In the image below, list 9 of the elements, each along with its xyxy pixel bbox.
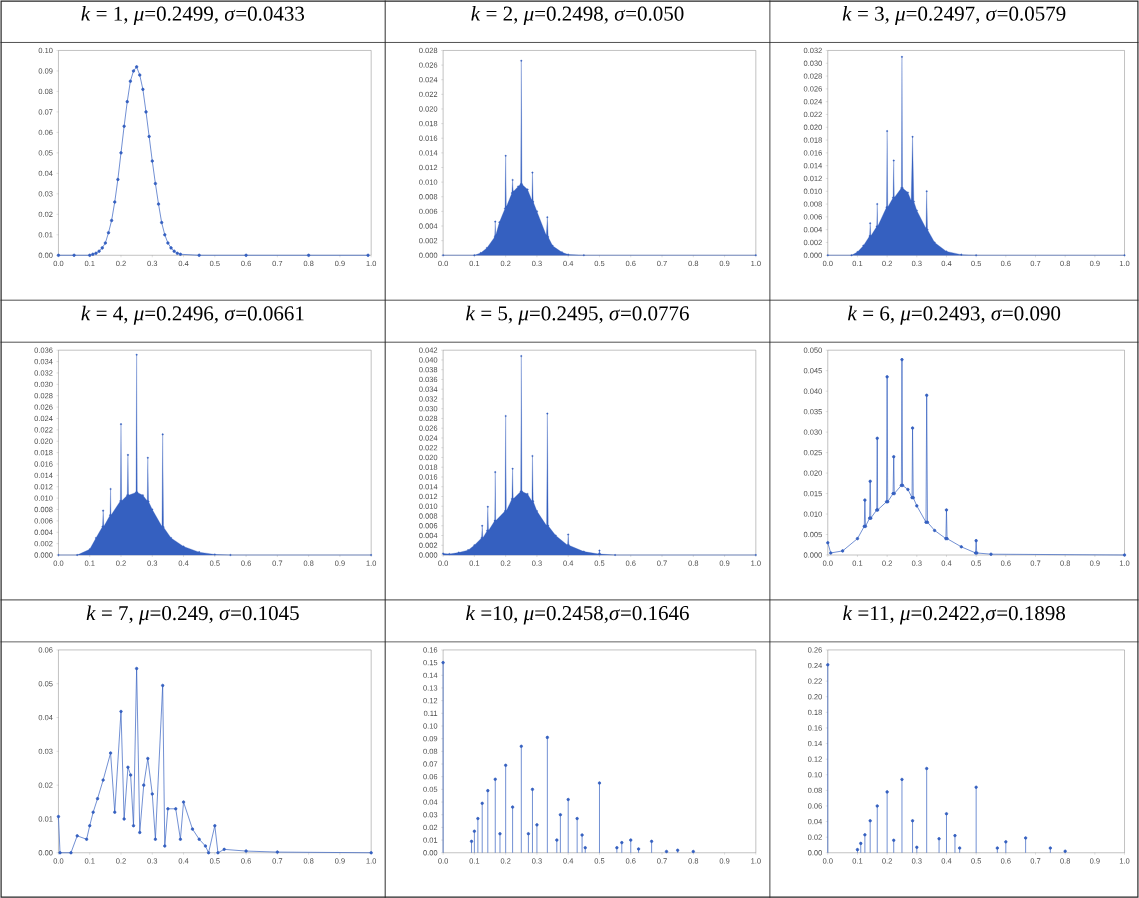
chart-title: k =11, μ=0.2422,σ=0.1898 — [843, 605, 1065, 625]
chart-title: k = 1, μ=0.2499, σ=0.0433 — [81, 5, 305, 25]
chart-title: k = 6, μ=0.2493, σ=0.090 — [848, 305, 1061, 325]
chart-title: k = 5, μ=0.2495, σ=0.0776 — [466, 305, 689, 325]
chart-title: k = 2, μ=0.2498, σ=0.050 — [471, 5, 684, 25]
chart-title: k = 3, μ=0.2497, σ=0.0579 — [842, 5, 1066, 25]
chart-title: k =10, μ=0.2458,σ=0.1646 — [466, 605, 689, 625]
chart-title: k = 4, μ=0.2496, σ=0.0661 — [81, 305, 304, 325]
chart-title: k = 7, μ=0.249, σ=0.1045 — [86, 605, 299, 625]
